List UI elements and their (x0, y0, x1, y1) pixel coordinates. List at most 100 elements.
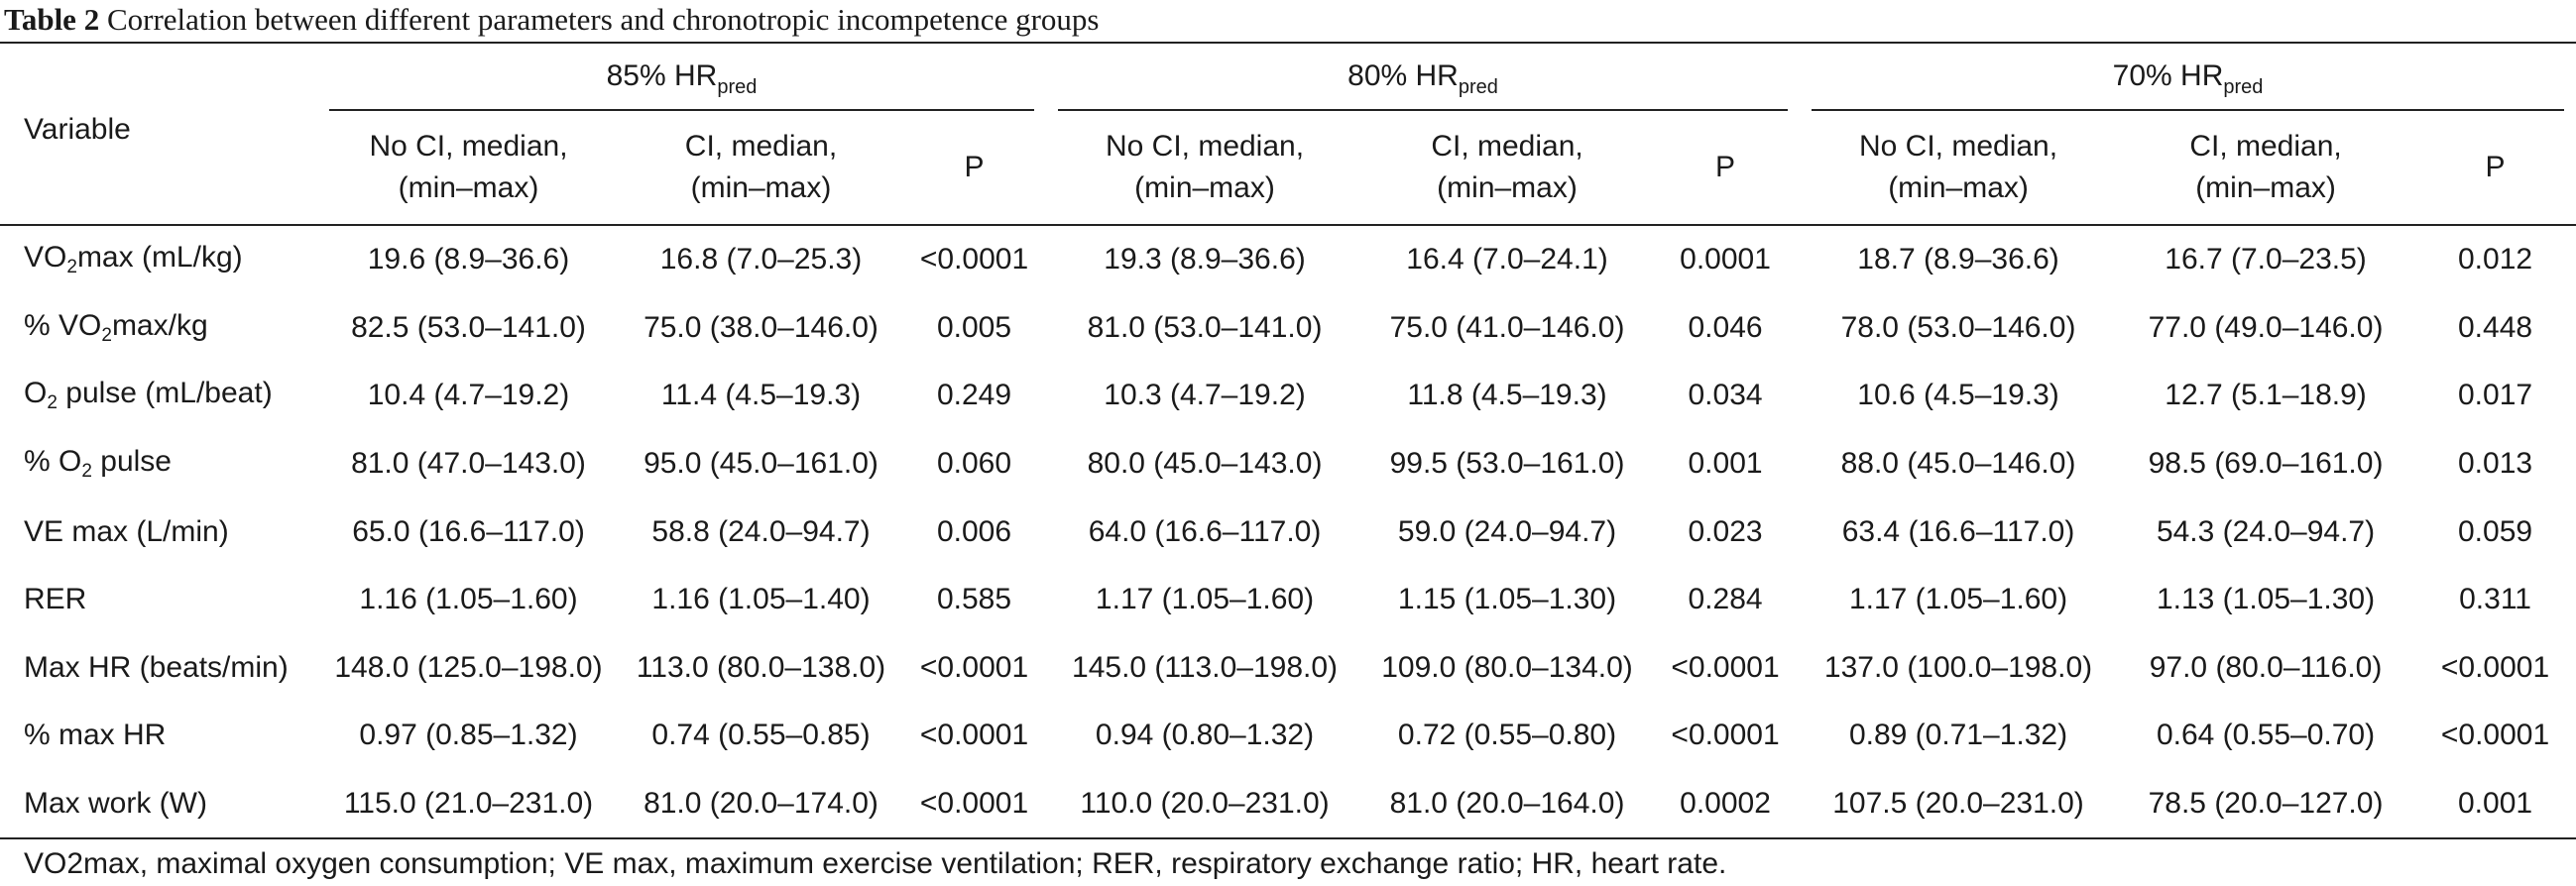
p-value-cell: 0.034 (1688, 379, 1763, 412)
p-value-cell: <0.0001 (2440, 650, 2550, 684)
row-variable-text: Max HR (beats/min) (24, 650, 289, 684)
median-range-cell: 99.5 (53.0–161.0) (1389, 447, 1625, 481)
p-value-cell: 0.017 (2458, 379, 2533, 412)
group-header-70-sub: pred (2223, 76, 2264, 98)
median-range-cell: 16.8 (7.0–25.3) (659, 243, 863, 277)
p-value-cell: 0.046 (1688, 310, 1763, 344)
table-row: % O2 pulse 81.0 (47.0–143.0) 95.0 (45.0–16… (0, 430, 2576, 498)
median-range-cell: 81.0 (20.0–164.0) (1389, 787, 1625, 821)
median-range-cell: 78.0 (53.0–146.0) (1840, 310, 2076, 344)
no-ci-header-line1: No CI, median, (369, 130, 568, 163)
median-range-cell: 81.0 (53.0–141.0) (1087, 310, 1323, 344)
p-value-cell: 0.284 (1688, 583, 1763, 616)
median-range-cell: 77.0 (49.0–146.0) (2148, 310, 2384, 344)
p-value-cell: <0.0001 (919, 650, 1029, 684)
table-row: % max HR 0.97 (0.85–1.32) 0.74 (0.55–0.85)… (0, 702, 2576, 770)
median-range-cell: 1.13 (1.05–1.30) (2156, 583, 2376, 616)
median-range-cell: 0.97 (0.85–1.32) (359, 719, 578, 752)
p-value-cell: 0.013 (2458, 447, 2533, 481)
p-value-cell: 0.012 (2458, 243, 2533, 277)
median-range-cell: 0.94 (0.80–1.32) (1095, 719, 1315, 752)
p-value-cell: 0.311 (2459, 583, 2531, 616)
p-value-cell: <0.0001 (919, 243, 1029, 277)
median-range-cell: 98.5 (69.0–161.0) (2148, 447, 2384, 481)
no-ci-header-line1: No CI, median, (1105, 130, 1305, 163)
median-range-cell: 148.0 (125.0–198.0) (334, 650, 603, 684)
row-variable-label: % VO2max/kg (0, 294, 317, 363)
median-range-cell: 19.3 (8.9–36.6) (1104, 243, 1306, 277)
row-variable-suffix: max (mL/kg) (76, 241, 243, 275)
no-ci-header-line1: No CI, median, (1858, 130, 2058, 163)
median-range-cell: 80.0 (45.0–143.0) (1087, 447, 1323, 481)
row-variable-text: % O (24, 445, 82, 479)
p-value-cell: <0.0001 (2440, 719, 2550, 752)
p-value-cell: 0.0002 (1680, 787, 1771, 821)
row-variable-suffix: max/kg (111, 308, 208, 342)
median-range-cell: 115.0 (21.0–231.0) (343, 787, 594, 821)
ci-header-line2: (min–max) (1437, 171, 1578, 204)
row-variable-text: Max work (W) (24, 787, 207, 821)
no-ci-header-line2: (min–max) (398, 171, 539, 204)
p-value-cell: 0.0001 (1680, 243, 1771, 277)
table-row: RER 1.16 (1.05–1.60) 1.16 (1.05–1.40) 0.585… (0, 566, 2576, 634)
median-range-cell: 0.64 (0.55–0.70) (2156, 719, 2376, 752)
p-value-cell: 0.448 (2458, 310, 2533, 344)
median-range-cell: 1.17 (1.05–1.60) (1848, 583, 2068, 616)
median-range-cell: 110.0 (20.0–231.0) (1080, 787, 1330, 821)
row-variable-suffix: pulse (91, 445, 172, 479)
table-row: O2 pulse (mL/beat) 10.4 (4.7–19.2) 11.4 (4… (0, 362, 2576, 430)
median-range-cell: 95.0 (45.0–161.0) (644, 447, 878, 481)
median-range-cell: 10.3 (4.7–19.2) (1104, 379, 1306, 412)
median-range-cell: 75.0 (41.0–146.0) (1389, 310, 1625, 344)
median-range-cell: 82.5 (53.0–141.0) (351, 310, 586, 344)
median-range-cell: 97.0 (80.0–116.0) (2149, 650, 2383, 684)
median-range-cell: 113.0 (80.0–138.0) (636, 650, 886, 684)
row-variable-label: VE max (L/min) (0, 498, 317, 566)
ci-header-line2: (min–max) (2195, 171, 2336, 204)
p-value-cell: 0.059 (2458, 514, 2533, 548)
median-range-cell: 1.16 (1.05–1.40) (651, 583, 871, 616)
row-variable-text: O (24, 377, 48, 410)
median-range-cell: 16.4 (7.0–24.1) (1406, 243, 1608, 277)
median-range-cell: 59.0 (24.0–94.7) (1397, 514, 1617, 548)
median-range-cell: 75.0 (38.0–146.0) (644, 310, 878, 344)
p-value-cell: 0.585 (936, 583, 1012, 616)
table-caption-label: Table 2 (4, 2, 100, 37)
table-row: Max work (W) 115.0 (21.0–231.0) 81.0 (20.0… (0, 770, 2576, 839)
median-range-cell: 19.6 (8.9–36.6) (367, 243, 570, 277)
row-variable-label: RER (0, 566, 317, 634)
no-ci-header: No CI, median, (min–max) (1046, 111, 1363, 225)
row-variable-label: Max HR (beats/min) (0, 634, 317, 703)
p-value-cell: <0.0001 (919, 787, 1029, 821)
row-variable-text: VO (24, 241, 67, 275)
no-ci-header-line2: (min–max) (1134, 171, 1275, 204)
median-range-cell: 88.0 (45.0–146.0) (1840, 447, 2076, 481)
group-header-80: 80% HRpred (1046, 43, 1800, 111)
group-header-80-base: 80% HR (1347, 59, 1459, 92)
median-range-cell: 1.16 (1.05–1.60) (359, 583, 578, 616)
median-range-cell: 145.0 (113.0–198.0) (1072, 650, 1339, 684)
row-variable-label: % O2 pulse (0, 430, 317, 498)
ci-header-line1: CI, median, (1431, 130, 1583, 163)
group-header-85-base: 85% HR (606, 59, 718, 92)
group-header-70: 70% HRpred (1800, 43, 2576, 111)
p-header: P (964, 151, 985, 183)
median-range-cell: 65.0 (16.6–117.0) (352, 514, 585, 548)
median-range-cell: 1.15 (1.05–1.30) (1397, 583, 1617, 616)
variable-column-header: Variable (24, 113, 131, 146)
group-header-80-sub: pred (1458, 76, 1498, 98)
table-caption-text: Correlation between different parameters… (106, 2, 1100, 37)
table-body: VO2max (mL/kg) 19.6 (8.9–36.6) 16.8 (7.0–2… (0, 225, 2576, 839)
median-range-cell: 10.6 (4.5–19.3) (1857, 379, 2059, 412)
p-value-cell: 0.005 (936, 310, 1012, 344)
group-header-85: 85% HRpred (317, 43, 1046, 111)
p-value-cell: 0.023 (1688, 514, 1763, 548)
median-range-cell: 10.4 (4.7–19.2) (367, 379, 570, 412)
p-value-cell: 0.001 (1688, 447, 1763, 481)
row-variable-text: % VO (24, 308, 102, 342)
median-range-cell: 12.7 (5.1–18.9) (2165, 379, 2367, 412)
p-value-cell: <0.0001 (1671, 719, 1780, 752)
median-range-cell: 81.0 (20.0–174.0) (644, 787, 878, 821)
median-range-cell: 63.4 (16.6–117.0) (1841, 514, 2075, 548)
no-ci-header: No CI, median, (min–max) (317, 111, 620, 225)
